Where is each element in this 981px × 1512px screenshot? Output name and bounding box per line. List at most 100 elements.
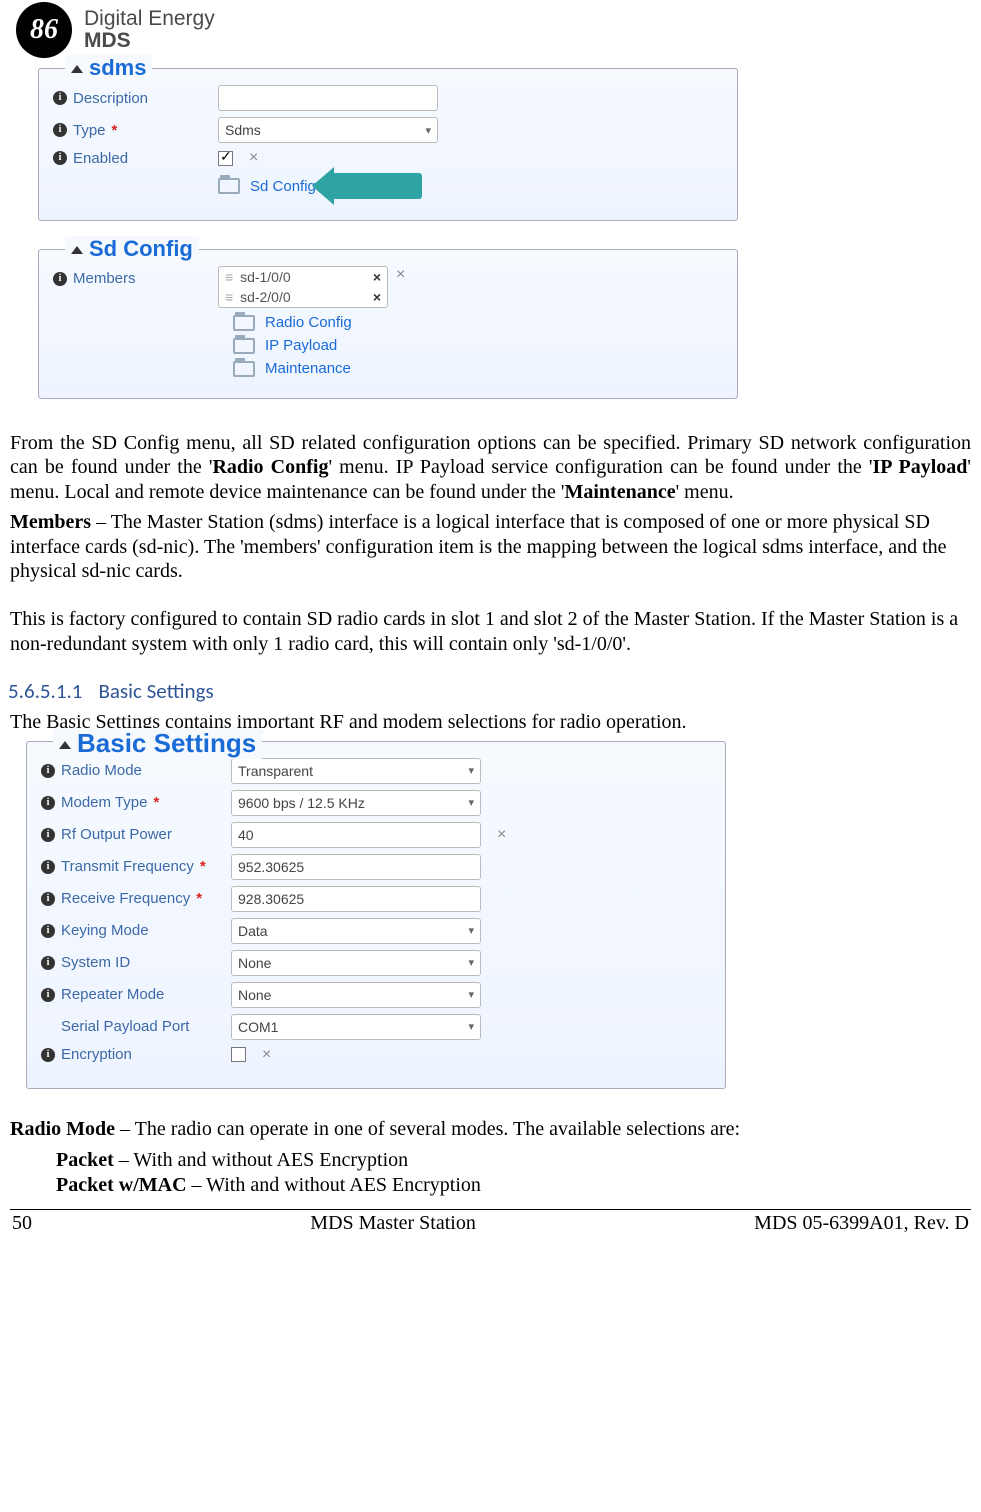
basic-row: i Rf Output Power ×	[41, 822, 711, 848]
field-label: i Rf Output Power	[41, 826, 231, 843]
folder-label: Radio Config	[265, 314, 352, 331]
info-icon[interactable]: i	[53, 272, 67, 286]
section-heading: 5.6.5.1.1Basic Settings	[8, 678, 973, 704]
text: – With and without AES Encryption	[114, 1149, 408, 1171]
sd-config-folder-row[interactable]: Sd Config	[218, 173, 723, 199]
members-listbox[interactable]: ≡ sd-1/0/0× ≡ sd-2/0/0×	[218, 266, 388, 308]
row-type: iType * Sdms▾	[53, 117, 723, 143]
info-icon[interactable]: i	[41, 924, 55, 938]
doc-title: MDS Master Station	[310, 1212, 476, 1235]
system-id-select[interactable]: None▾	[231, 950, 481, 976]
sd-config-link[interactable]: Sd Config	[250, 178, 316, 195]
row-enabled: iEnabled ×	[53, 149, 723, 167]
chevron-up-icon[interactable]	[59, 741, 71, 749]
field-label: iKeying Mode	[41, 922, 231, 939]
info-icon[interactable]: i	[53, 123, 67, 137]
bold-text: Packet	[56, 1149, 114, 1171]
list-item: Packet – With and without AES Encryption	[56, 1149, 973, 1172]
label-text: Repeater Mode	[61, 986, 164, 1003]
maintenance-folder[interactable]: Maintenance	[233, 360, 723, 377]
info-icon[interactable]: i	[41, 956, 55, 970]
sdms-title-text: sdms	[89, 55, 146, 80]
folder-icon	[233, 315, 255, 331]
remove-icon[interactable]: ×	[373, 269, 381, 285]
field-label: Serial Payload Port	[41, 1018, 231, 1035]
ip-payload-folder[interactable]: IP Payload	[233, 337, 723, 354]
basic-settings-panel: Basic Settings iRadio ModeTransparent▾iM…	[26, 741, 726, 1089]
bold-text: IP Payload	[872, 456, 967, 478]
field-label: iEncryption	[41, 1046, 231, 1063]
info-icon[interactable]: i	[41, 1048, 55, 1062]
drag-handle-icon[interactable]: ≡	[225, 289, 232, 305]
select-value: COM1	[238, 1019, 278, 1035]
rf-output-power-input[interactable]	[231, 822, 481, 848]
text: ' menu.	[676, 481, 734, 503]
label-text: Radio Mode	[61, 762, 142, 779]
receive-frequency-input[interactable]	[231, 886, 481, 912]
remove-icon[interactable]: ×	[373, 289, 381, 305]
page-number: 50	[12, 1212, 32, 1235]
section-title: Basic Settings	[98, 678, 213, 704]
basic-row: iEncryption ×	[41, 1046, 711, 1064]
bold-text: Packet w/MAC	[56, 1174, 187, 1196]
brand-line2: MDS	[84, 30, 215, 52]
text: – With and without AES Encryption	[187, 1174, 481, 1196]
clear-icon[interactable]: ×	[249, 149, 258, 167]
folder-icon	[218, 178, 240, 194]
label-text: Rf Output Power	[61, 826, 172, 843]
sdms-panel: sdms iDescription iType * Sdms▾ iEnabled…	[38, 68, 738, 221]
drag-handle-icon[interactable]: ≡	[225, 269, 232, 285]
chevron-down-icon: ▾	[468, 924, 474, 937]
radio-config-folder[interactable]: Radio Config	[233, 314, 723, 331]
info-icon[interactable]: i	[53, 91, 67, 105]
basic-row: Serial Payload Port COM1▾	[41, 1014, 711, 1040]
basic-row: i Radio Mode Transparent▾	[41, 758, 711, 784]
paragraph-2: Members – The Master Station (sdms) inte…	[8, 506, 973, 585]
clear-icon[interactable]: ×	[396, 266, 405, 284]
radio-mode-select[interactable]: Transparent▾	[231, 758, 481, 784]
description-input[interactable]	[218, 85, 438, 111]
clear-icon[interactable]: ×	[497, 826, 506, 844]
chevron-up-icon[interactable]	[71, 65, 83, 73]
label-text: Serial Payload Port	[61, 1018, 189, 1035]
required-marker: *	[200, 858, 206, 875]
repeater-mode-select[interactable]: None▾	[231, 982, 481, 1008]
info-icon[interactable]: i	[41, 988, 55, 1002]
chevron-down-icon: ▾	[468, 988, 474, 1001]
basic-row: iKeying ModeData▾	[41, 918, 711, 944]
basic-settings-title-text: Basic Settings	[77, 728, 256, 758]
member-item[interactable]: ≡ sd-1/0/0×	[219, 267, 387, 287]
member-item[interactable]: ≡ sd-2/0/0×	[219, 287, 387, 307]
field-label: i Radio Mode	[41, 762, 231, 779]
type-select[interactable]: Sdms▾	[218, 117, 438, 143]
info-icon[interactable]: i	[41, 892, 55, 906]
transmit-frequency-input[interactable]	[231, 854, 481, 880]
enabled-checkbox[interactable]	[218, 151, 233, 166]
required-marker: *	[196, 890, 202, 907]
keying-mode-select[interactable]: Data▾	[231, 918, 481, 944]
sdconfig-panel-title: Sd Config	[65, 236, 199, 262]
folder-label: IP Payload	[265, 337, 337, 354]
chevron-down-icon: ▾	[468, 796, 474, 809]
text: – The radio can operate in one of severa…	[115, 1118, 740, 1140]
row-description: iDescription	[53, 85, 723, 111]
field-label: iReceive Frequency *	[41, 890, 231, 907]
list-item: Packet w/MAC – With and without AES Encr…	[56, 1174, 973, 1197]
info-icon[interactable]: i	[41, 828, 55, 842]
clear-icon[interactable]: ×	[262, 1046, 271, 1064]
info-icon[interactable]: i	[53, 151, 67, 165]
brand-text: Digital Energy MDS	[84, 8, 215, 52]
radio-mode-list: Packet – With and without AES Encryption…	[56, 1149, 973, 1197]
info-icon[interactable]: i	[41, 860, 55, 874]
info-icon[interactable]: i	[41, 764, 55, 778]
text: ' menu. IP Payload service configuration…	[328, 456, 872, 478]
modem-type-select[interactable]: 9600 bps / 12.5 KHz▾	[231, 790, 481, 816]
basic-row: i Repeater Mode None▾	[41, 982, 711, 1008]
info-icon[interactable]: i	[41, 796, 55, 810]
basic-row: iTransmit Frequency *	[41, 854, 711, 880]
encryption-checkbox[interactable]	[231, 1047, 246, 1062]
sdms-panel-title: sdms	[65, 55, 152, 81]
callout-arrow-icon	[332, 173, 422, 199]
serial-payload-port-select[interactable]: COM1▾	[231, 1014, 481, 1040]
chevron-up-icon[interactable]	[71, 246, 83, 254]
